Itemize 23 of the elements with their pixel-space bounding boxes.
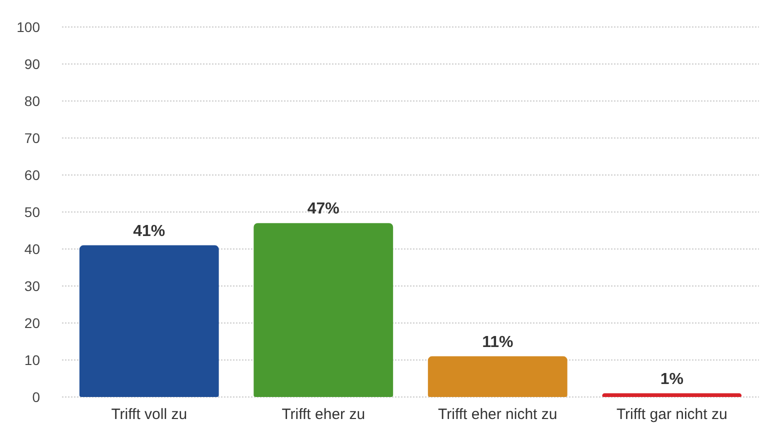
bar	[254, 223, 394, 397]
y-tick-label: 40	[24, 241, 40, 257]
y-tick-label: 80	[24, 93, 40, 109]
x-tick-label: Trifft gar nicht zu	[616, 406, 728, 423]
data-label: 41%	[133, 222, 166, 240]
y-tick-label: 90	[24, 56, 40, 72]
y-tick-label: 60	[24, 167, 40, 183]
y-tick-label: 10	[24, 352, 40, 368]
bar	[79, 245, 219, 397]
y-tick-label: 50	[24, 204, 40, 220]
data-label: 47%	[307, 200, 340, 218]
y-tick-label: 30	[24, 278, 40, 294]
y-tick-label: 0	[32, 389, 40, 405]
data-label: 11%	[482, 334, 514, 351]
x-tick-label: Trifft eher nicht zu	[438, 406, 558, 423]
y-tick-label: 100	[16, 19, 40, 35]
bar	[602, 393, 742, 397]
x-tick-label: Trifft eher zu	[282, 406, 366, 423]
y-tick-label: 20	[24, 315, 40, 331]
y-tick-label: 70	[24, 130, 40, 146]
x-tick-label: Trifft voll zu	[111, 406, 188, 423]
data-label: 1%	[660, 370, 684, 388]
bar	[428, 356, 568, 397]
